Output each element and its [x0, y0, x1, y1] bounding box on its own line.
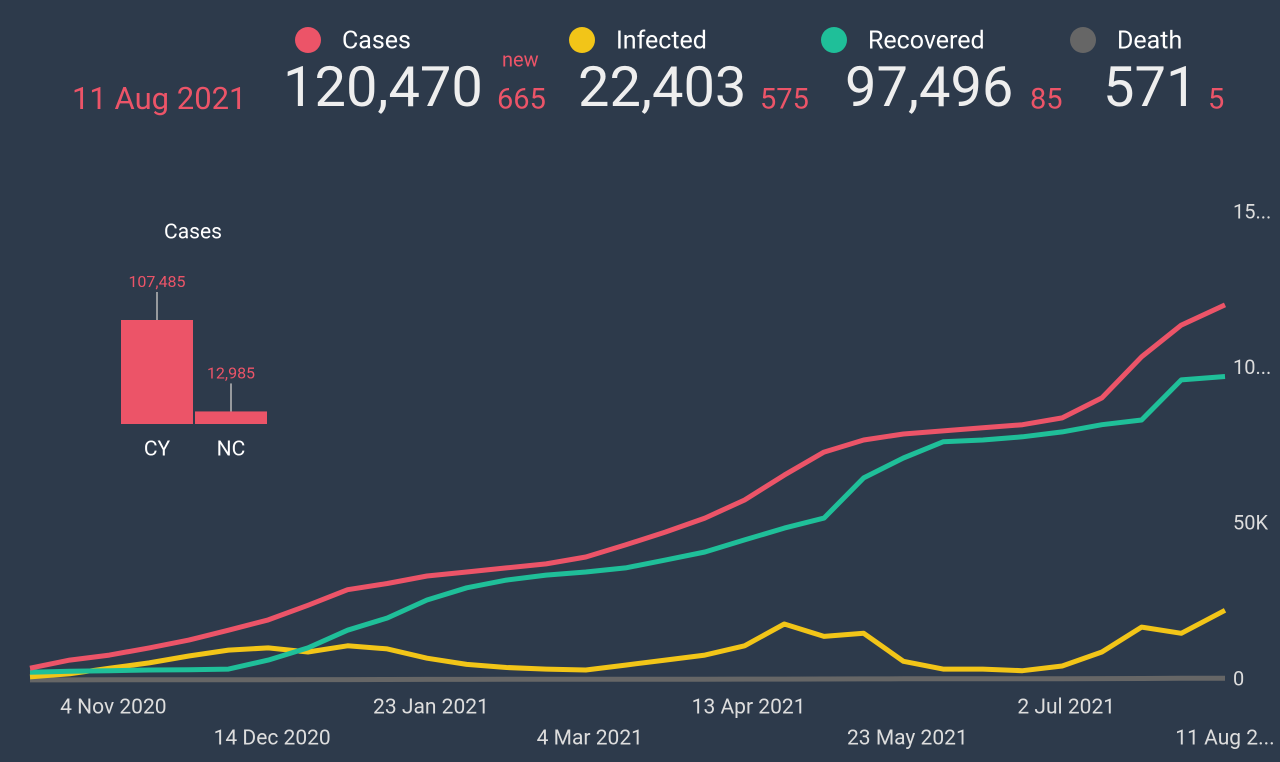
stat-new: 575 [760, 83, 809, 117]
x-tick-label: 2 Jul 2021 [1017, 696, 1115, 720]
y-tick-label: 0 [1233, 666, 1244, 690]
bar [121, 320, 193, 424]
legend-marker [821, 27, 847, 53]
bar-category-label: CY [144, 438, 171, 462]
x-tick-label: 4 Nov 2020 [60, 696, 166, 720]
series-line [29, 608, 1227, 680]
y-tick-label: 10... [1233, 355, 1271, 379]
x-tick-label: 14 Dec 2020 [214, 727, 331, 751]
x-tick-label: 11 Aug 2... [1175, 727, 1274, 751]
stat-value: 571 [1103, 54, 1197, 120]
bar-value-label: 12,985 [207, 364, 255, 383]
legend-label: Infected [616, 27, 707, 56]
series-line [29, 374, 1226, 675]
bar-value-label: 107,485 [128, 272, 185, 291]
legend-label: Death [1117, 27, 1182, 56]
stat-new: 5 [1208, 83, 1224, 117]
date: 11 Aug 2021 [72, 80, 246, 117]
bar [195, 411, 267, 424]
x-tick-label: 23 Jan 2021 [373, 696, 489, 720]
stat-value: 97,496 [845, 54, 1013, 120]
stat-new: 665 [497, 83, 546, 117]
new-label: new [502, 47, 539, 71]
y-tick-label: 50K [1233, 511, 1268, 535]
stat-value: 22,403 [578, 54, 746, 120]
legend-marker [569, 27, 595, 53]
legend-marker [1070, 27, 1096, 53]
x-tick-label: 4 Mar 2021 [537, 727, 643, 751]
legend-marker [295, 27, 321, 53]
bar-title: Cases [164, 221, 222, 245]
legend-label: Cases [342, 27, 411, 56]
series-line [30, 675, 1226, 683]
x-tick-label: 23 May 2021 [847, 727, 968, 751]
legend-label: Recovered [868, 27, 985, 56]
bar-category-label: NC [217, 438, 246, 462]
x-tick-label: 13 Apr 2021 [692, 696, 806, 720]
y-tick-label: 15... [1233, 199, 1271, 223]
stat-value: 120,470 [283, 54, 483, 120]
stat-new: 85 [1030, 83, 1063, 117]
series-line [29, 302, 1227, 671]
